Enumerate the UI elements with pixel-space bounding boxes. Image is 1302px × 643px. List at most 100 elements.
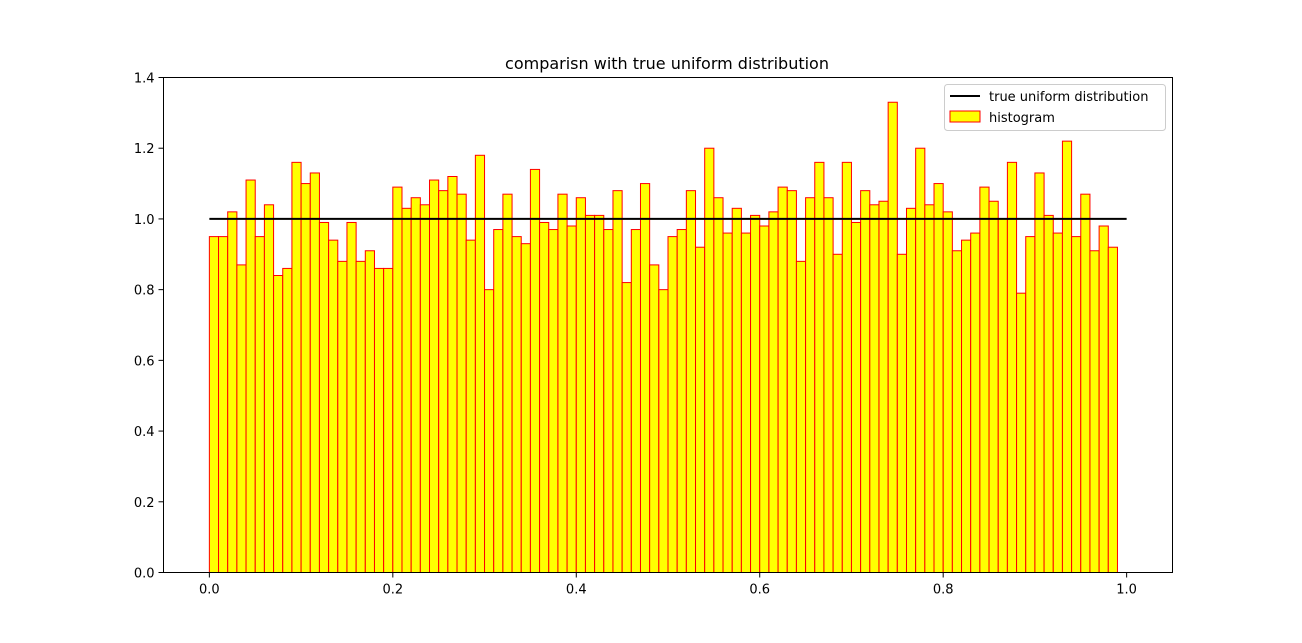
legend-hist-swatch: [949, 110, 981, 123]
histogram-bar: [502, 193, 513, 574]
histogram-bar: [1107, 246, 1118, 573]
histogram-bar: [1080, 193, 1091, 574]
legend-box: [944, 84, 1166, 131]
histogram-bar: [704, 147, 715, 573]
x-tick-label: 0.8: [933, 583, 954, 598]
histogram-bar: [979, 186, 990, 573]
histogram-bar: [218, 236, 229, 573]
histogram-bar: [905, 207, 917, 573]
histogram-bar: [254, 236, 265, 573]
histogram-bar: [740, 232, 752, 573]
x-tick-label: 0.6: [749, 583, 770, 598]
histogram-bars: [208, 101, 1118, 574]
histogram-bar: [621, 282, 632, 573]
histogram-bar: [346, 221, 357, 573]
histogram-bar: [484, 289, 495, 573]
y-tick-label: 0.2: [134, 496, 155, 511]
histogram-bar: [282, 267, 293, 573]
histogram-bar: [511, 236, 522, 573]
y-tick-label: 0.6: [134, 354, 155, 369]
histogram-bar: [612, 190, 623, 573]
histogram-bar: [1034, 172, 1045, 573]
histogram-bar: [887, 101, 898, 573]
histogram-bar: [795, 260, 807, 573]
histogram-bar: [309, 172, 320, 573]
histogram-bar: [630, 229, 641, 574]
y-tick-label: 1.4: [134, 72, 155, 87]
histogram-bar: [373, 267, 385, 573]
histogram-bar: [1089, 250, 1100, 573]
histogram-bar: [355, 260, 366, 573]
histogram-bar: [658, 289, 669, 573]
histogram-bar: [1052, 232, 1063, 573]
histogram-bar: [566, 225, 577, 573]
histogram-bar: [777, 186, 788, 573]
x-tick-label: 0.0: [199, 583, 220, 598]
plot-frame: [163, 77, 1173, 573]
histogram-bar: [227, 211, 238, 573]
y-tick-label: 0.0: [134, 567, 155, 582]
histogram-bar: [236, 264, 247, 573]
histogram-bar: [786, 190, 797, 573]
histogram-bar: [695, 246, 706, 573]
histogram-bar: [337, 260, 348, 573]
histogram-bar: [291, 161, 302, 573]
histogram-bar: [896, 253, 907, 574]
y-tick-label: 1.2: [134, 142, 155, 157]
histogram-bar: [603, 229, 614, 574]
histogram-bar: [1025, 236, 1036, 573]
histogram-bar: [860, 190, 871, 573]
y-tick-label: 0.4: [134, 425, 155, 440]
histogram-bar: [832, 253, 843, 574]
histogram-bar: [557, 193, 568, 574]
histogram-bar: [429, 179, 440, 574]
histogram-bar: [1061, 140, 1073, 573]
histogram-bar: [823, 197, 834, 573]
histogram-bar: [649, 264, 660, 573]
chart-title: comparisn with true uniform distribution: [505, 54, 829, 73]
histogram-bar: [539, 221, 550, 573]
histogram-bar: [456, 193, 467, 574]
histogram-bar: [1071, 236, 1082, 573]
histogram-bar: [438, 190, 449, 573]
histogram-bar: [750, 214, 761, 573]
histogram-bar: [300, 183, 311, 573]
histogram-bar: [676, 229, 687, 574]
histogram-bar: [575, 197, 586, 573]
histogram-bar: [383, 267, 394, 573]
histogram-bar: [924, 204, 935, 574]
histogram-bar: [410, 197, 421, 573]
legend-label-uniform: true uniform distribution: [989, 90, 1148, 105]
histogram-bar: [685, 190, 697, 573]
histogram-bar: [841, 161, 852, 573]
x-tick-label: 0.4: [566, 583, 587, 598]
histogram-bar: [722, 232, 733, 573]
histogram-bar: [465, 239, 476, 573]
legend-label-histogram: histogram: [989, 111, 1055, 126]
histogram-bar: [419, 204, 431, 574]
histogram-bar: [594, 214, 605, 573]
histogram-bar: [814, 161, 825, 573]
histogram-bar: [1098, 225, 1109, 573]
histogram-bar: [401, 207, 412, 573]
x-tick-label: 1.0: [1116, 583, 1137, 598]
x-tick-label: 0.2: [382, 583, 403, 598]
histogram-bar: [474, 154, 486, 574]
histogram-bar: [364, 250, 375, 573]
histogram-bar: [667, 236, 678, 573]
histogram-bar: [447, 176, 458, 573]
histogram-bar: [933, 183, 944, 573]
histogram-bar: [1006, 161, 1018, 573]
histogram-bar: [731, 207, 742, 573]
histogram-bar: [988, 200, 999, 573]
y-axis: 0.0 0.2 0.4 0.6 0.8 1.0 1.2 1.4: [134, 72, 164, 582]
legend: true uniform distribution histogram: [944, 84, 1166, 131]
histogram-bar: [263, 204, 275, 574]
histogram-bar: [273, 275, 284, 573]
histogram-bar: [850, 221, 862, 573]
histogram-bar: [208, 236, 220, 573]
histogram-bar: [878, 200, 889, 573]
histogram-bar: [869, 204, 880, 574]
histogram-bar: [328, 239, 339, 573]
histogram-bar: [245, 179, 256, 574]
